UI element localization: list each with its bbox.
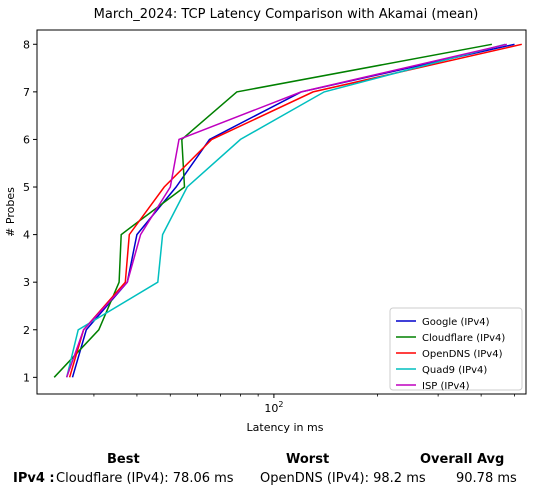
legend-label: OpenDNS (IPv4) [422, 349, 503, 360]
y-tick-label: 8 [23, 38, 30, 51]
latency-chart: March_2024: TCP Latency Comparison with … [4, 7, 527, 434]
y-axis-label: # Probes [4, 187, 17, 237]
y-tick-label: 1 [23, 371, 30, 384]
axes-layer: 1 2 3 4 5 6 7 8 102 [23, 38, 515, 415]
y-tick-label: 2 [23, 324, 30, 337]
x-tick-label: 102 [264, 400, 283, 415]
series-layer [53, 43, 522, 378]
x-axis-label: Latency in ms [247, 421, 324, 434]
plot-area [36, 29, 527, 395]
legend-label: Google (IPv4) [422, 317, 490, 328]
legend-box [389, 307, 523, 391]
series-line [71, 43, 515, 378]
y-tick-label: 5 [23, 181, 30, 194]
y-tick-label: 7 [23, 86, 30, 99]
legend-label: ISP (IPv4) [422, 381, 470, 392]
overall-avg-value: 90.78 ms [456, 471, 517, 486]
chart-title: March_2024: TCP Latency Comparison with … [94, 7, 479, 22]
legend-label: Cloudflare (IPv4) [422, 333, 505, 344]
y-tick-label: 3 [23, 276, 30, 289]
legend: Google (IPv4) Cloudflare (IPv4) OpenDNS (I… [389, 307, 523, 392]
best-value: Cloudflare (IPv4): 78.06 ms [56, 471, 234, 486]
y-tick-label: 6 [23, 133, 30, 146]
best-header: Best [107, 452, 140, 467]
y-tick-label: 4 [23, 229, 30, 242]
worst-value: OpenDNS (IPv4): 98.2 ms [260, 471, 426, 486]
series-line [65, 43, 507, 378]
legend-label: Quad9 (IPv4) [422, 365, 487, 376]
series-line [53, 43, 493, 378]
worst-header: Worst [286, 452, 330, 467]
ipv4-row-label: IPv4 : [13, 471, 55, 486]
overall-avg-header: Overall Avg [420, 452, 505, 467]
